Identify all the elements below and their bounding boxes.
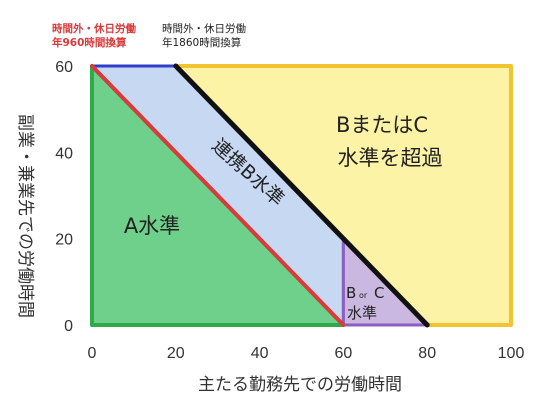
red-line-label-2: 年960時間換算 (52, 36, 127, 49)
line-1860-hours (173, 63, 430, 328)
black-line-label-2: 年1860時間換算 (162, 36, 241, 49)
region-label-over-2: 水準を超過 (338, 146, 443, 170)
region-label-b-or-c-c: C (374, 284, 384, 302)
region-label-b-or-c-b: B (346, 284, 356, 302)
x-tick-label: 40 (251, 345, 269, 362)
y-axis-title: 副業・兼業先での労働時間 (15, 114, 35, 318)
y-axis-ticks: 0 20 40 60 (55, 59, 73, 335)
x-tick-label: 100 (498, 345, 525, 362)
black-line-label-1: 時間外・休日労働 (162, 22, 246, 35)
region-label-b-or-c-level: 水準 (347, 304, 377, 322)
x-tick-label: 20 (167, 345, 185, 362)
x-tick-label: 0 (88, 345, 97, 362)
x-axis-title: 主たる勤務先での労働時間 (198, 375, 402, 395)
x-axis-ticks: 0 20 40 60 80 100 (88, 345, 525, 362)
red-line-label-1: 時間外・休日労働 (52, 22, 136, 35)
line-960-hours (90, 64, 346, 327)
x-tick-label: 60 (335, 345, 353, 362)
region-label-over-1: BまたはC (336, 113, 428, 137)
region-label-b-or-c-or: or (359, 291, 368, 300)
y-tick-label: 20 (55, 232, 73, 249)
region-label-a: A水準 (124, 214, 180, 238)
y-tick-label: 40 (55, 145, 73, 162)
x-tick-label: 80 (418, 345, 436, 362)
y-tick-label: 60 (55, 59, 73, 76)
y-tick-label: 0 (64, 318, 73, 335)
